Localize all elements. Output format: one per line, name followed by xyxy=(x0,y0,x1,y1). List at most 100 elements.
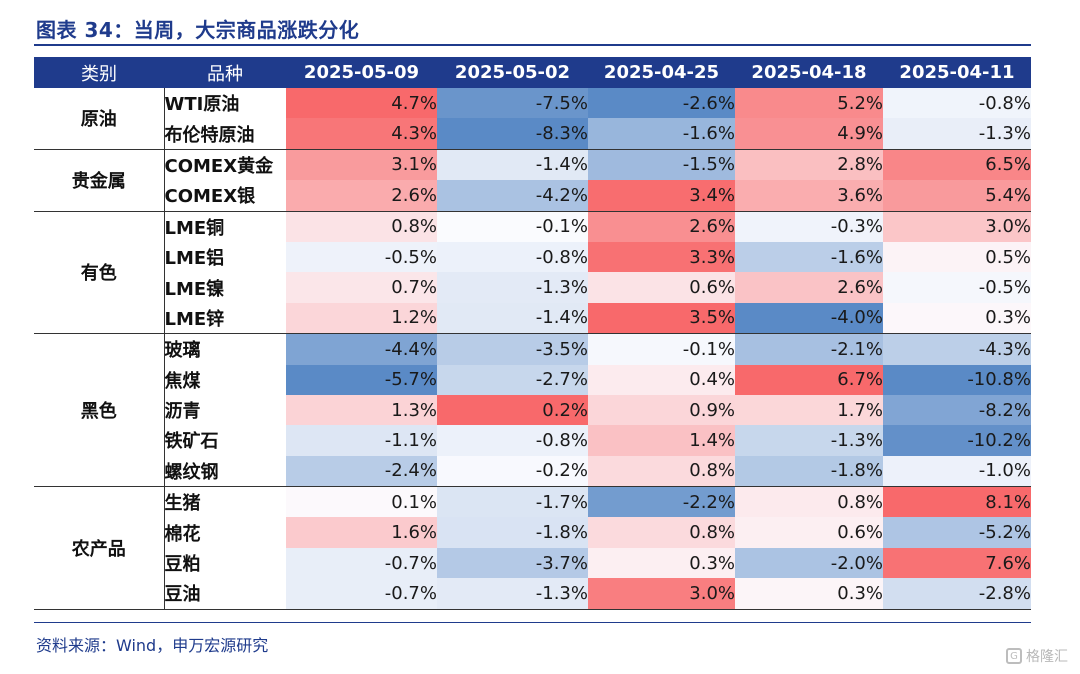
table-row: 豆粕 -0.7% -3.7% 0.3% -2.0% 7.6% xyxy=(34,547,1031,579)
value-cell: 3.6% xyxy=(735,180,883,212)
source-note: 资料来源：Wind，申万宏源研究 xyxy=(36,636,269,655)
value-cell: -1.0% xyxy=(883,455,1031,488)
value-cell: -2.8% xyxy=(883,578,1031,610)
table-row: 布伦特原油 4.3% -8.3% -1.6% 4.9% -1.3% xyxy=(34,118,1031,150)
value-cell: -0.2% xyxy=(437,455,588,488)
header-date-1: 2025-05-09 xyxy=(286,57,437,88)
value-cell: 2.6% xyxy=(286,180,437,212)
value-cell: -1.4% xyxy=(437,302,588,335)
value-cell: -1.4% xyxy=(437,149,588,181)
product-cell: 焦煤 xyxy=(163,364,286,395)
table-row: 农产品 生猪 0.1% -1.7% -2.2% 0.8% 8.1% xyxy=(34,486,1031,610)
table-row: 贵金属 COMEX黄金 3.1% -1.4% -1.5% 2.8% 6.5% xyxy=(34,149,1031,212)
value-cell: 3.3% xyxy=(588,241,735,273)
table-row: 铁矿石 -1.1% -0.8% 1.4% -1.3% -10.2% xyxy=(34,425,1031,456)
value-cell: -1.3% xyxy=(883,118,1031,150)
value-cell: 1.4% xyxy=(588,425,735,456)
value-cell: 1.2% xyxy=(286,302,437,335)
value-cell: -5.7% xyxy=(286,364,437,395)
table-row: 沥青 1.3% 0.2% 0.9% 1.7% -8.2% xyxy=(34,394,1031,426)
value-cell: 0.3% xyxy=(883,302,1031,335)
value-cell: -2.7% xyxy=(437,364,588,395)
title-divider xyxy=(34,44,1031,46)
value-cell: 3.4% xyxy=(588,180,735,212)
value-cell: 2.6% xyxy=(588,211,735,242)
value-cell: -0.8% xyxy=(883,88,1031,119)
product-cell: LME镍 xyxy=(163,272,286,303)
product-cell: COMEX黄金 xyxy=(163,149,286,181)
value-cell: 7.6% xyxy=(883,547,1031,579)
product-cell: 玻璃 xyxy=(163,333,286,365)
value-cell: 8.1% xyxy=(883,486,1031,518)
figure-title: 图表 34：当周，大宗商品涨跌分化 xyxy=(36,18,360,42)
value-cell: 4.7% xyxy=(286,88,437,119)
value-cell: 2.8% xyxy=(735,149,883,181)
value-cell: -4.4% xyxy=(286,333,437,365)
product-cell: 生猪 xyxy=(163,486,286,518)
value-cell: 0.2% xyxy=(437,394,588,426)
header-row: 类别 品种 2025-05-09 2025-05-02 2025-04-25 2… xyxy=(34,57,1031,88)
category-cell: 贵金属 xyxy=(34,149,164,212)
table-row: 有色 LME铜 0.8% -0.1% 2.6% -0.3% 3.0% xyxy=(34,211,1031,335)
value-cell: -4.2% xyxy=(437,180,588,212)
product-cell: 螺纹钢 xyxy=(163,455,286,488)
value-cell: -0.8% xyxy=(437,241,588,273)
category-cell: 原油 xyxy=(34,88,164,150)
value-cell: 0.4% xyxy=(588,364,735,395)
header-date-4: 2025-04-18 xyxy=(735,57,883,88)
table-row: LME锌 1.2% -1.4% 3.5% -4.0% 0.3% xyxy=(34,302,1031,335)
header-date-2: 2025-05-02 xyxy=(437,57,588,88)
product-cell: 豆油 xyxy=(163,578,286,610)
commodity-heatmap-table: 类别 品种 2025-05-09 2025-05-02 2025-04-25 2… xyxy=(34,57,1031,610)
value-cell: 4.3% xyxy=(286,118,437,150)
watermark-text: 格隆汇 xyxy=(1026,649,1068,665)
value-cell: 6.7% xyxy=(735,364,883,395)
value-cell: -7.5% xyxy=(437,88,588,119)
value-cell: 5.2% xyxy=(735,88,883,119)
product-cell: LME铜 xyxy=(163,211,286,242)
table-row: LME镍 0.7% -1.3% 0.6% 2.6% -0.5% xyxy=(34,272,1031,303)
value-cell: 1.7% xyxy=(735,394,883,426)
value-cell: -1.6% xyxy=(735,241,883,273)
value-cell: -0.3% xyxy=(735,211,883,242)
value-cell: -2.2% xyxy=(588,486,735,518)
product-cell: COMEX银 xyxy=(163,180,286,212)
value-cell: 0.8% xyxy=(286,211,437,242)
value-cell: 4.9% xyxy=(735,118,883,150)
product-cell: 铁矿石 xyxy=(163,425,286,456)
value-cell: -0.5% xyxy=(883,272,1031,303)
value-cell: -1.7% xyxy=(437,486,588,518)
value-cell: -0.1% xyxy=(588,333,735,365)
category-cell: 有色 xyxy=(34,211,164,335)
value-cell: 3.5% xyxy=(588,302,735,335)
product-cell: 布伦特原油 xyxy=(163,118,286,150)
table-row: LME铝 -0.5% -0.8% 3.3% -1.6% 0.5% xyxy=(34,241,1031,273)
value-cell: 0.9% xyxy=(588,394,735,426)
value-cell: -1.3% xyxy=(437,272,588,303)
value-cell: 1.3% xyxy=(286,394,437,426)
value-cell: -10.2% xyxy=(883,425,1031,456)
value-cell: -1.5% xyxy=(588,149,735,181)
value-cell: 0.1% xyxy=(286,486,437,518)
product-cell: WTI原油 xyxy=(163,88,286,119)
value-cell: 6.5% xyxy=(883,149,1031,181)
value-cell: -1.8% xyxy=(735,455,883,488)
header-date-3: 2025-04-25 xyxy=(588,57,735,88)
value-cell: 0.7% xyxy=(286,272,437,303)
value-cell: -1.1% xyxy=(286,425,437,456)
source-divider xyxy=(34,622,1031,623)
table-row: 黑色 玻璃 -4.4% -3.5% -0.1% -2.1% -4.3% xyxy=(34,333,1031,488)
value-cell: -4.3% xyxy=(883,333,1031,365)
value-cell: -8.2% xyxy=(883,394,1031,426)
value-cell: 3.0% xyxy=(588,578,735,610)
value-cell: -0.7% xyxy=(286,547,437,579)
value-cell: 3.0% xyxy=(883,211,1031,242)
value-cell: -10.8% xyxy=(883,364,1031,395)
value-cell: -8.3% xyxy=(437,118,588,150)
category-cell: 黑色 xyxy=(34,333,164,488)
category-cell: 农产品 xyxy=(34,486,164,610)
value-cell: 5.4% xyxy=(883,180,1031,212)
value-cell: -2.0% xyxy=(735,547,883,579)
value-cell: -1.3% xyxy=(437,578,588,610)
product-cell: 棉花 xyxy=(163,517,286,548)
